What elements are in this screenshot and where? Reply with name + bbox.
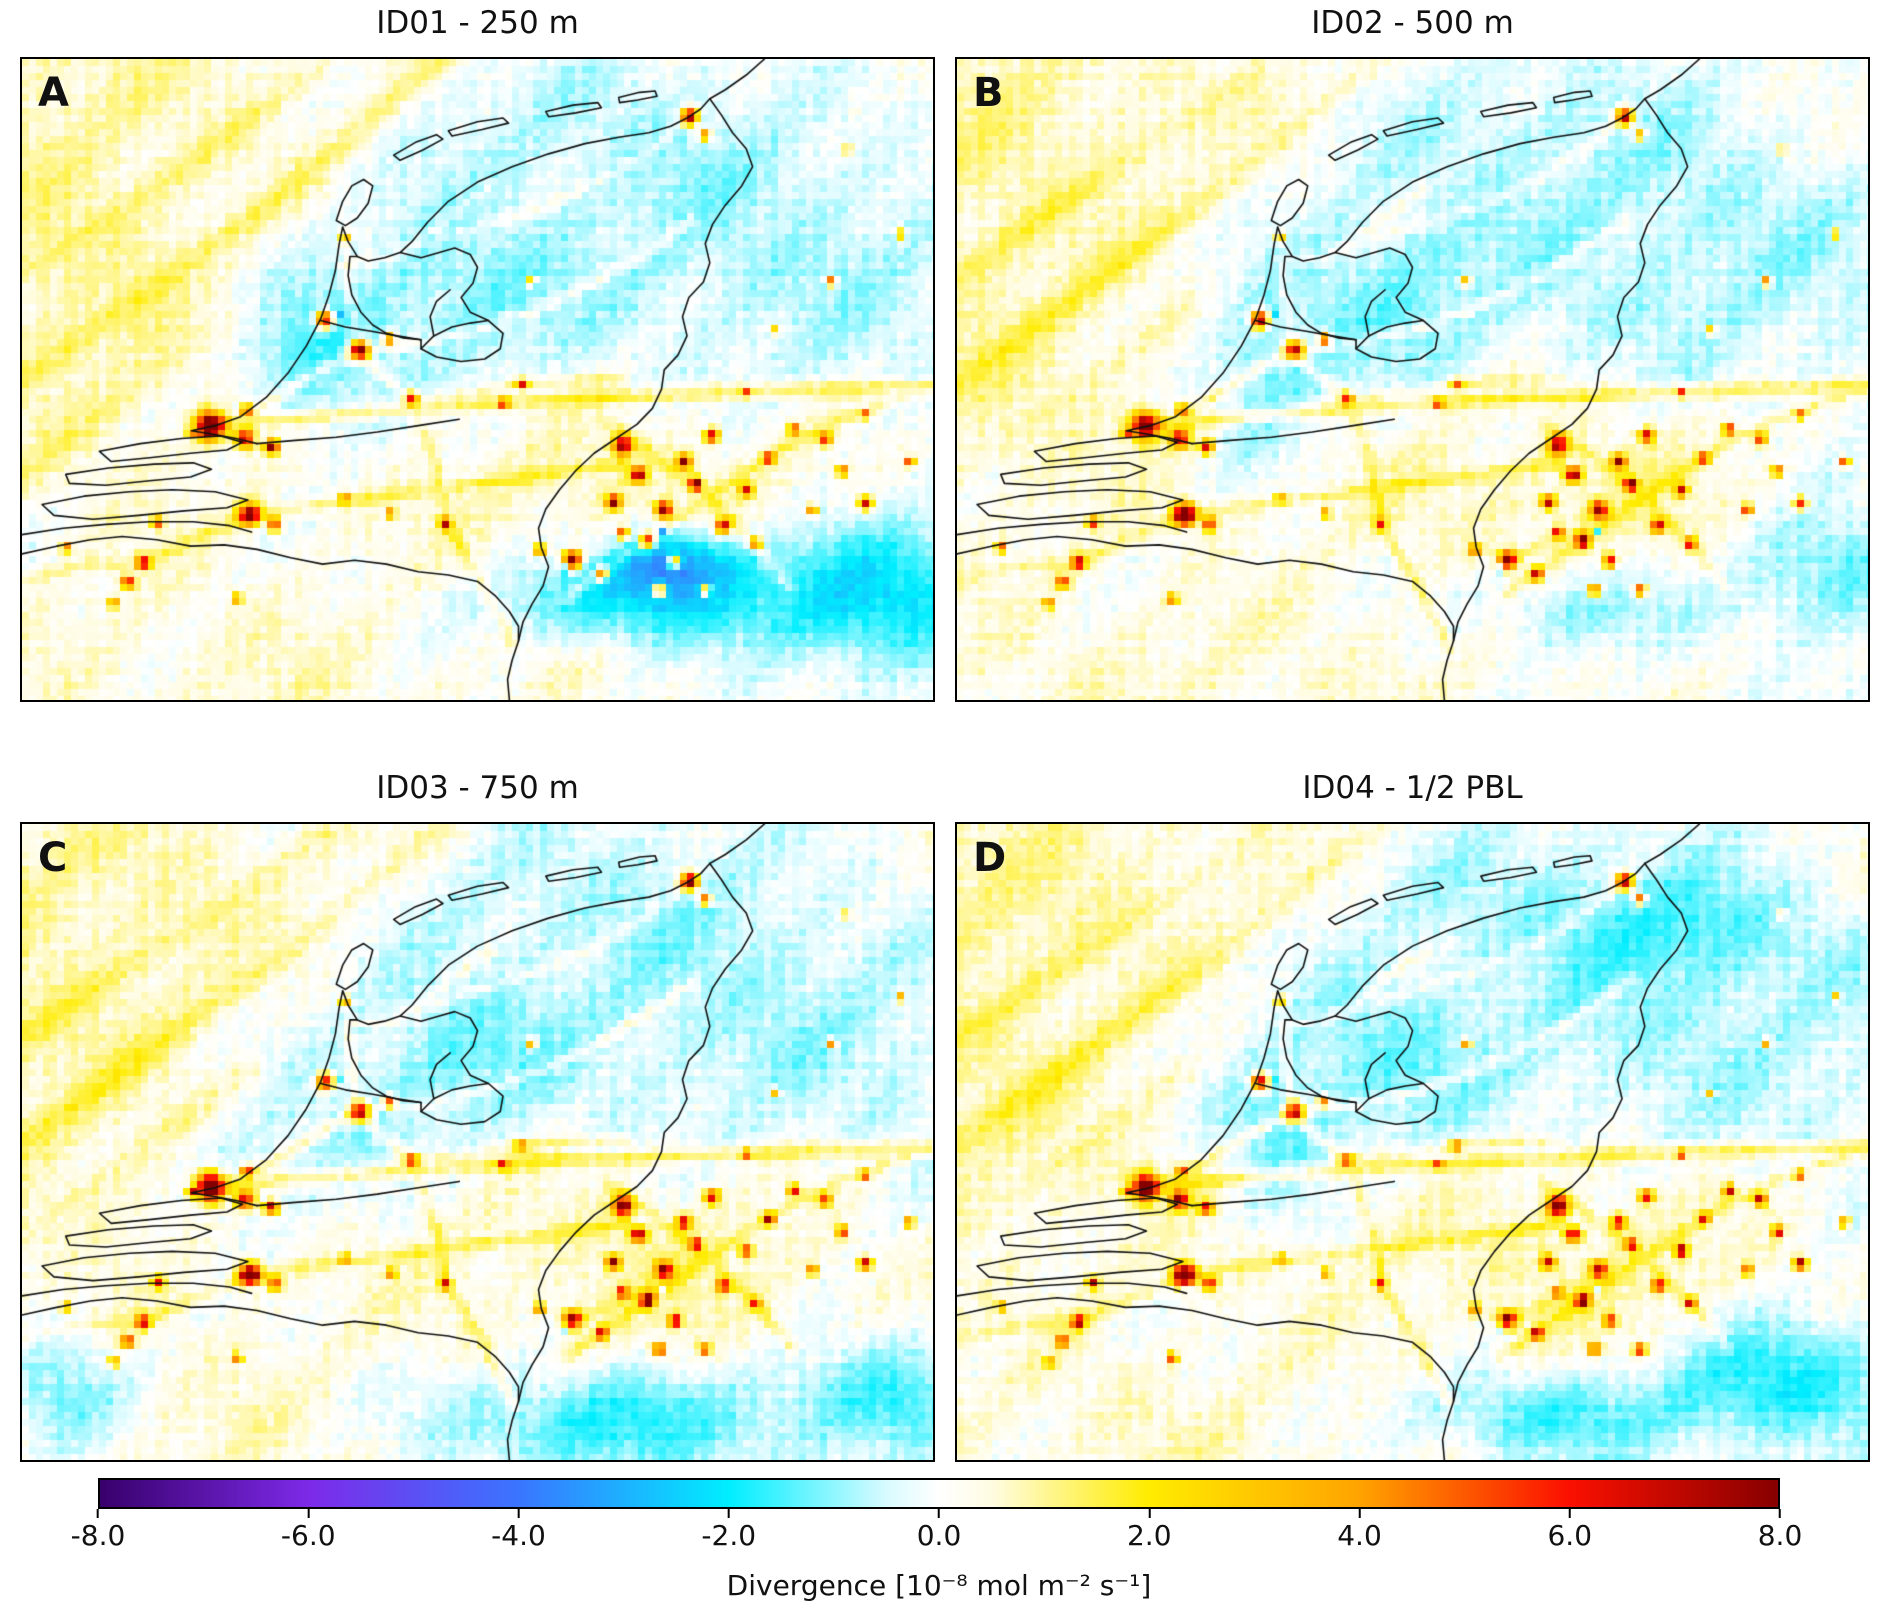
tick-label: -2.0	[701, 1519, 757, 1552]
panel-d: ID04 - 1/2 PBL D	[955, 766, 1870, 1462]
panel-c-title: ID03 - 750 m	[376, 770, 579, 806]
colorbar-label: Divergence [10⁻⁸ mol m⁻² s⁻¹]	[726, 1569, 1152, 1602]
panel-d-map	[955, 822, 1870, 1462]
tick-mark	[307, 1509, 310, 1518]
colorbar-ticks: -8.0 -6.0 -4.0 -2.0 0.0 2.0 4.0 6.0 8.0	[71, 1509, 1802, 1553]
panel-a-title: ID01 - 250 m	[376, 5, 579, 41]
tick-label: 4.0	[1337, 1519, 1382, 1552]
colorbar-gradient	[98, 1478, 1780, 1509]
panel-c-letter: C	[38, 835, 68, 881]
panel-b-letter: B	[973, 70, 1004, 116]
colorbar-tick: -8.0	[70, 1509, 126, 1552]
tick-mark	[96, 1509, 99, 1518]
panel-d-title: ID04 - 1/2 PBL	[1302, 770, 1523, 806]
panel-c-map	[20, 822, 935, 1462]
panel-d-letter: D	[973, 835, 1007, 881]
tick-mark	[1568, 1509, 1571, 1518]
colorbar-tick: 0.0	[916, 1509, 962, 1552]
tick-mark	[1779, 1509, 1781, 1518]
tick-label: 0.0	[916, 1519, 962, 1552]
tick-mark	[727, 1509, 730, 1518]
colorbar-tick: -4.0	[491, 1509, 546, 1552]
tick-label: -6.0	[280, 1519, 336, 1552]
tick-mark	[1358, 1509, 1361, 1518]
panel-a: ID01 - 250 m A	[20, 1, 935, 702]
tick-label: -4.0	[491, 1519, 546, 1552]
panel-b: ID02 - 500 m B	[955, 1, 1870, 702]
colorbar-tick: -2.0	[701, 1509, 756, 1552]
tick-mark	[1148, 1509, 1151, 1518]
tick-label: 8.0	[1757, 1519, 1803, 1552]
tick-label: 6.0	[1547, 1519, 1593, 1552]
tick-mark	[517, 1509, 520, 1518]
panel-a-letter: A	[38, 70, 69, 116]
colorbar-tick: 8.0	[1757, 1509, 1803, 1552]
tick-label: -8.0	[70, 1519, 126, 1552]
tick-label: 2.0	[1126, 1519, 1172, 1552]
panel-c: ID03 - 750 m C	[20, 766, 935, 1462]
panel-b-map	[955, 57, 1870, 702]
tick-mark	[938, 1509, 940, 1518]
panel-a-map	[20, 57, 935, 702]
colorbar: -8.0 -6.0 -4.0 -2.0 0.0 2.0 4.0 6.0 8.0 …	[71, 1478, 1802, 1602]
colorbar-tick: -6.0	[281, 1509, 336, 1552]
colorbar-tick: 2.0	[1127, 1509, 1172, 1552]
colorbar-tick: 4.0	[1337, 1509, 1382, 1552]
colorbar-tick: 6.0	[1547, 1509, 1592, 1552]
panel-b-title: ID02 - 500 m	[1311, 5, 1514, 41]
